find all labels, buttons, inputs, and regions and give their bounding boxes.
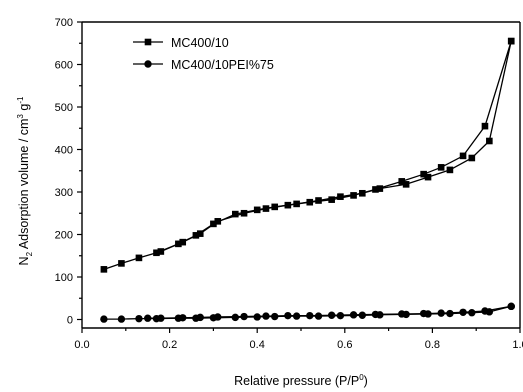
y-axis-title: N2 Adsorption volume / cm3 g-1: [16, 96, 34, 265]
series-2-adsorption-point: [253, 313, 261, 321]
series-layer: [100, 37, 515, 323]
series-2-desorption-point: [349, 311, 358, 319]
series-1-desorption-point: [398, 178, 406, 185]
series-1-adsorption-point: [424, 173, 432, 181]
series-1-desorption-point: [437, 164, 445, 171]
series-1-desorption-point: [214, 218, 222, 225]
series-1-desorption-point: [284, 201, 292, 209]
series-2: [100, 302, 515, 323]
x-axis-title-main: Relative pressure (P/P: [234, 374, 359, 388]
series-1-desorption-point: [372, 186, 379, 193]
x-tick-label: 0.0: [74, 339, 89, 351]
series-2-desorption-point: [481, 307, 489, 315]
series-1-adsorption-point: [468, 154, 476, 162]
series-1-desorption-point: [420, 170, 427, 178]
series-1-adsorption-point: [446, 166, 454, 174]
series-1-desorption-point: [459, 152, 467, 160]
series-2-desorption-point: [371, 310, 380, 319]
series-2-adsorption-point: [468, 309, 476, 317]
y-tick-label: 600: [55, 60, 73, 72]
y-tick-label: 300: [55, 187, 73, 199]
series-2-desorption-point: [437, 309, 445, 317]
series-2-desorption-point: [284, 311, 292, 320]
series-1-desorption-point: [350, 192, 357, 199]
series-1-adsorption-point: [135, 254, 143, 262]
y-tick-label: 500: [55, 102, 73, 114]
y-tick-label: 0: [67, 315, 73, 327]
series-1-adsorption-point: [153, 249, 160, 257]
series-2-desorption-point: [144, 314, 152, 322]
x-tick-label: 1.0: [512, 339, 523, 351]
y-tick-label: 100: [55, 272, 73, 284]
series-2-adsorption-point: [231, 313, 239, 322]
y-axis-title-g: g: [17, 104, 31, 114]
series-2-adsorption-point: [446, 309, 454, 318]
y-axis-title-main: Adsorption volume / cm: [17, 119, 31, 252]
y-axis-title-sup2: -1: [16, 96, 25, 104]
series-2-desorption-point: [179, 314, 187, 322]
series-1-desorption-point: [481, 122, 489, 130]
x-axis-title: Relative pressure (P/P0): [234, 373, 368, 388]
series-2-desorption-point: [262, 312, 270, 320]
series-2-desorption-point: [327, 311, 336, 319]
series-1: [100, 37, 515, 273]
y-axis-title-sup: 3: [16, 114, 25, 119]
legend-marker-1: [144, 38, 152, 46]
x-tick-label: 0.6: [337, 339, 352, 351]
series-1-desorption-point: [507, 37, 515, 45]
x-tick-label: 0.2: [162, 339, 177, 351]
series-1-desorption-point: [262, 205, 270, 212]
series-2-adsorption-point: [100, 315, 108, 323]
series-1-adsorption-point: [337, 193, 344, 200]
series-2-desorption-point: [507, 302, 515, 311]
y-tick-label: 200: [55, 230, 73, 242]
series-1-adsorption-point: [315, 197, 322, 204]
series-1-adsorption-point: [402, 181, 410, 188]
series-2-desorption-point: [306, 311, 314, 320]
series-1-desorption-line: [160, 40, 512, 253]
series-2-desorption-point: [240, 312, 248, 321]
series-1-adsorption-point: [118, 260, 125, 267]
series-1-desorption-point: [328, 196, 335, 203]
series-2-adsorption-point: [135, 314, 143, 323]
legend: MC400/10 MC400/10PEI%75: [133, 36, 274, 72]
y-tick-label: 400: [55, 145, 73, 157]
axes: 0.0 0.2 0.4 0.6 0.8 1.0 0 100 200 300 400 500 600 700: [55, 17, 523, 351]
series-1-desorption-point: [196, 230, 204, 237]
x-axis-title-sup: 0: [359, 373, 364, 382]
series-2-desorption-point: [157, 314, 165, 322]
legend-label-1: MC400/10: [171, 36, 229, 50]
series-1-desorption-point: [157, 248, 165, 255]
series-1-desorption-point: [179, 238, 187, 246]
series-1-adsorption-line: [103, 40, 512, 271]
series-2-desorption-point: [196, 313, 204, 322]
series-2-desorption-point: [214, 313, 222, 321]
series-1-adsorption-point: [100, 266, 108, 273]
x-tick-label: 0.8: [425, 339, 440, 351]
series-2-desorption-point: [459, 308, 467, 316]
y-tick-label: 700: [55, 17, 73, 29]
series-2-desorption-point: [398, 310, 406, 318]
series-1-adsorption-point: [232, 210, 239, 218]
x-axis-title-end: ): [364, 374, 368, 388]
legend-marker-2: [144, 60, 152, 68]
y-axis-title-sub: 2: [25, 251, 34, 256]
series-1-desorption-point: [240, 209, 248, 217]
series-1-adsorption-point: [486, 137, 493, 145]
series-2-desorption-point: [419, 309, 428, 318]
series-1-desorption-point: [306, 198, 314, 206]
series-2-adsorption-point: [117, 315, 126, 323]
legend-label-2: MC400/10PEI%75: [171, 58, 274, 72]
x-tick-label: 0.4: [250, 339, 265, 351]
y-axis-title-n: N: [17, 256, 31, 265]
